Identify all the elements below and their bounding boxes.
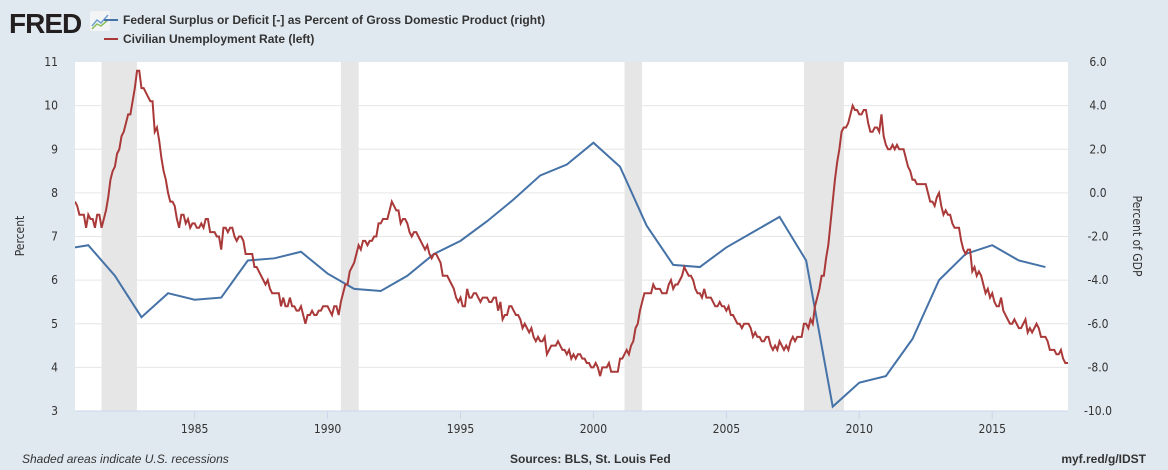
- y-left-tick: 5: [51, 317, 58, 331]
- y-right-label: Percent of GDP: [1130, 196, 1144, 277]
- x-tick: 2000: [580, 422, 608, 436]
- x-tick: 2015: [978, 422, 1005, 436]
- fred-logo[interactable]: FRED: [9, 8, 82, 39]
- short-link[interactable]: myf.red/g/IDST: [1061, 452, 1146, 466]
- x-tick: 2005: [713, 422, 740, 436]
- legend-item-deficit[interactable]: Federal Surplus or Deficit [-] as Percen…: [104, 10, 545, 29]
- x-tick: 2010: [846, 422, 874, 436]
- legend-label: Federal Surplus or Deficit [-] as Percen…: [123, 12, 546, 27]
- y-right-tick: 0.0: [1089, 186, 1106, 200]
- y-right-tick: -2.0: [1087, 230, 1108, 244]
- y-right-tick: 4.0: [1089, 99, 1106, 113]
- y-right-tick: 2.0: [1089, 142, 1106, 156]
- y-right-tick: 6.0: [1089, 55, 1106, 69]
- x-tick: 1990: [314, 422, 342, 436]
- y-left-tick: 9: [51, 142, 58, 156]
- y-right-tick: -10.0: [1084, 404, 1112, 418]
- y-left-tick: 8: [51, 186, 58, 200]
- legend-label: Civilian Unemployment Rate (left): [123, 31, 315, 46]
- series-line-unemployment: [75, 69, 1068, 377]
- y-left-tick: 3: [51, 404, 58, 418]
- legend-swatch-red: [104, 37, 118, 40]
- y-left-tick: 4: [51, 360, 58, 374]
- legend-item-unemployment[interactable]: Civilian Unemployment Rate (left): [104, 29, 545, 48]
- legend-swatch-blue: [104, 18, 118, 21]
- y-right-tick: -8.0: [1087, 360, 1108, 374]
- legend: Federal Surplus or Deficit [-] as Percen…: [104, 10, 545, 48]
- sources: Sources: BLS, St. Louis Fed: [510, 452, 671, 466]
- recession-note: Shaded areas indicate U.S. recessions: [22, 452, 229, 466]
- y-right-tick: -6.0: [1087, 317, 1108, 331]
- x-tick: 1995: [447, 422, 474, 436]
- series-line-deficit: [75, 141, 1046, 409]
- x-tick: 1985: [181, 422, 208, 436]
- y-left-tick: 6: [51, 273, 58, 287]
- y-left-tick: 10: [44, 99, 58, 113]
- y-left-label: Percent: [13, 216, 27, 257]
- y-left-tick: 11: [44, 55, 58, 69]
- y-left-tick: 7: [51, 230, 58, 244]
- y-right-tick: -4.0: [1087, 273, 1108, 287]
